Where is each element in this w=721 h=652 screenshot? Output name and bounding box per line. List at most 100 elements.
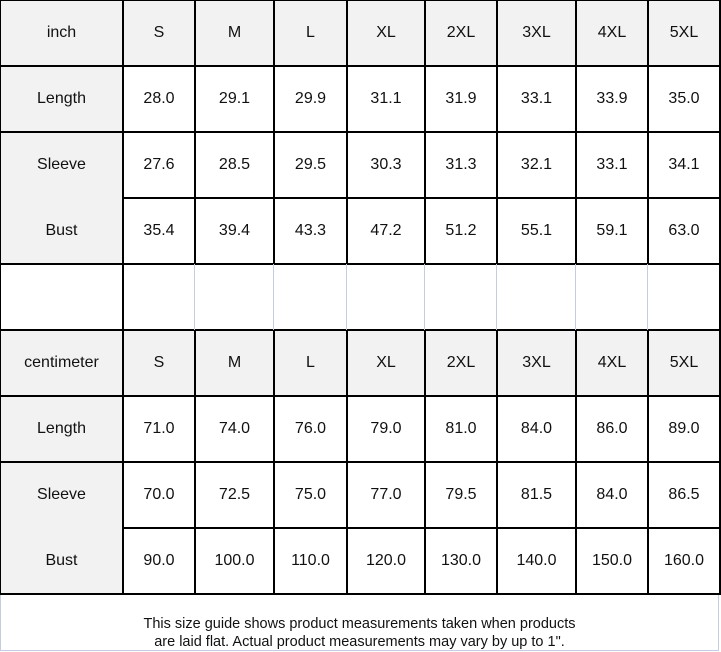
- measurement-value: 31.9: [445, 90, 477, 107]
- measurement-value: 59.1: [596, 222, 628, 239]
- grid-line: [496, 0, 498, 264]
- measurement-value: 28.5: [218, 156, 251, 173]
- grid-line: [496, 330, 498, 594]
- measurement-value: 63.0: [668, 222, 700, 239]
- size-header: M: [195, 330, 274, 396]
- row-label-sleeve: Sleeve: [0, 132, 123, 198]
- grid-line: [123, 197, 721, 199]
- note-line-2: are laid flat. Actual product measuremen…: [154, 634, 565, 650]
- grid-line: [0, 461, 721, 463]
- size-header: 4XL: [576, 330, 648, 396]
- grid-line: [122, 330, 124, 594]
- measurement-value: 81.0: [445, 420, 477, 437]
- measurement-value: 70.0: [143, 486, 175, 503]
- row-label-sleeve: Sleeve: [0, 462, 123, 528]
- measurement-value: 72.5: [218, 486, 251, 503]
- measurement-value: 75.0: [294, 486, 327, 503]
- measurement-value: 79.5: [445, 486, 477, 503]
- grid-line: [424, 264, 425, 330]
- grid-line: [194, 330, 196, 594]
- unit-header: inch: [0, 0, 123, 66]
- grid-line: [575, 0, 577, 264]
- grid-line: [0, 264, 1, 330]
- measurement-value: 71.0: [143, 420, 175, 437]
- measurement-value: 29.5: [294, 156, 327, 173]
- grid-line: [273, 330, 275, 594]
- measurement-value: 27.6: [143, 156, 175, 173]
- measurement-value: 31.1: [370, 90, 402, 107]
- measurement-value: 30.3: [370, 156, 402, 173]
- grid-line: [122, 0, 124, 264]
- measurement-value: 81.5: [520, 486, 553, 503]
- grid-line: [0, 330, 1, 594]
- grid-line: [719, 330, 721, 594]
- grid-line: [0, 65, 721, 67]
- row-label-bust: Bust: [0, 528, 123, 594]
- measurement-value: 77.0: [370, 486, 402, 503]
- measurement-value: 33.9: [596, 90, 628, 107]
- grid-line: [0, 131, 721, 133]
- size-header: M: [195, 0, 274, 66]
- measurement-value: 110.0: [291, 552, 330, 569]
- grid-line: [496, 264, 497, 330]
- measurement-value: 47.2: [370, 222, 402, 239]
- unit-header: centimeter: [0, 330, 123, 396]
- grid-line: [0, 263, 721, 265]
- measurement-value: 120.0: [365, 552, 407, 569]
- measurement-value: 150.0: [591, 552, 633, 569]
- size-header: S: [123, 0, 195, 66]
- grid-line: [194, 264, 195, 330]
- measurement-value: 86.5: [668, 486, 700, 503]
- size-header: L: [274, 0, 347, 66]
- size-guide-note: This size guide shows product measuremen…: [0, 595, 719, 651]
- grid-line: [424, 330, 426, 594]
- size-header: 2XL: [425, 0, 497, 66]
- grid-line: [719, 0, 721, 264]
- measurement-value: 89.0: [668, 420, 700, 437]
- measurement-value: 79.0: [370, 420, 402, 437]
- grid-line: [346, 330, 348, 594]
- measurement-value: 74.0: [218, 420, 251, 437]
- measurement-value: 31.3: [445, 156, 477, 173]
- grid-line: [719, 264, 721, 330]
- grid-line: [194, 0, 196, 264]
- measurement-value: 76.0: [294, 420, 327, 437]
- row-label-length: Length: [0, 66, 123, 132]
- grid-line: [122, 264, 124, 330]
- measurement-value: 32.1: [520, 156, 553, 173]
- size-header: 3XL: [497, 330, 576, 396]
- measurement-value: 51.2: [445, 222, 477, 239]
- size-header: 5XL: [648, 330, 720, 396]
- row-label-bust: Bust: [0, 198, 123, 264]
- measurement-value: 86.0: [596, 420, 628, 437]
- measurement-value: 35.4: [143, 222, 175, 239]
- measurement-value: 100.0: [214, 552, 255, 569]
- size-chart: inch S M L XL 2XL 3XL 4XL 5XL Length 28.0 29.1 29.9 3…: [0, 0, 721, 595]
- grid-line: [273, 264, 274, 330]
- size-header: 3XL: [497, 0, 576, 66]
- measurement-value: 35.0: [668, 90, 700, 107]
- grid-line: [273, 0, 275, 264]
- grid-line: [575, 264, 576, 330]
- measurement-value: 39.4: [218, 222, 251, 239]
- size-header: S: [123, 330, 195, 396]
- grid-line: [0, 329, 721, 331]
- grid-line: [647, 330, 649, 594]
- grid-line: [647, 264, 648, 330]
- note-line-1: This size guide shows product measuremen…: [143, 616, 576, 632]
- grid-line: [0, 593, 721, 595]
- measurement-value: 43.3: [294, 222, 327, 239]
- measurement-value: 84.0: [520, 420, 553, 437]
- measurement-value: 55.1: [520, 222, 553, 239]
- measurement-value: 29.9: [294, 90, 327, 107]
- grid-line: [346, 264, 347, 330]
- row-label-length: Length: [0, 396, 123, 462]
- grid-line: [0, 0, 1, 264]
- measurement-value: 140.0: [516, 552, 557, 569]
- size-header: 5XL: [648, 0, 720, 66]
- measurement-value: 84.0: [596, 486, 628, 503]
- measurement-value: 28.0: [143, 90, 175, 107]
- grid-line: [123, 527, 721, 529]
- grid-line: [346, 0, 348, 264]
- measurement-value: 33.1: [520, 90, 553, 107]
